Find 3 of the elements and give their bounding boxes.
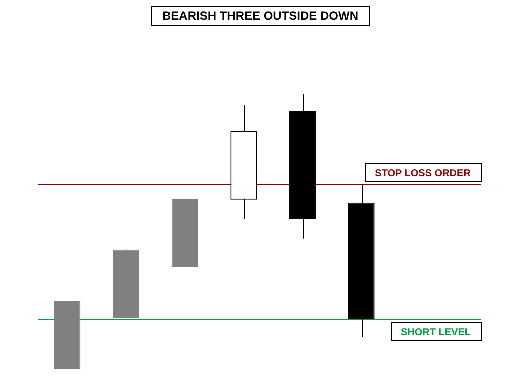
chart-title: BEARISH THREE OUTSIDE DOWN (151, 6, 370, 26)
ref-line-label: SHORT LEVEL (400, 327, 472, 338)
ref-line-label: STOP LOSS ORDER (375, 168, 472, 180)
